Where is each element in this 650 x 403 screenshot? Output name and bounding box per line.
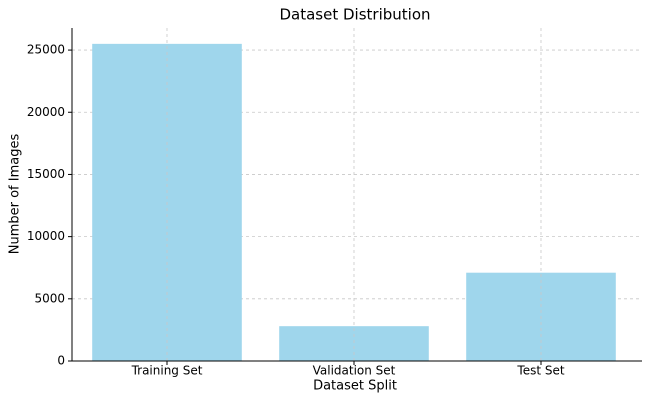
x-axis-label: Dataset Split bbox=[313, 379, 397, 394]
y-tick-label: 20000 bbox=[27, 105, 65, 119]
y-tick-label: 5000 bbox=[34, 291, 65, 305]
x-tick-label: Training Set bbox=[131, 364, 203, 378]
y-tick-label: 0 bbox=[57, 354, 65, 368]
bar bbox=[279, 326, 429, 361]
x-tick-label: Validation Set bbox=[313, 364, 396, 378]
y-tick-label: 10000 bbox=[27, 229, 65, 243]
y-axis-label: Number of Images bbox=[8, 134, 23, 255]
y-tick-label: 25000 bbox=[27, 43, 65, 57]
x-tick-label: Test Set bbox=[516, 364, 564, 378]
y-tick-label: 15000 bbox=[27, 167, 65, 181]
chart-title: Dataset Distribution bbox=[279, 6, 430, 24]
